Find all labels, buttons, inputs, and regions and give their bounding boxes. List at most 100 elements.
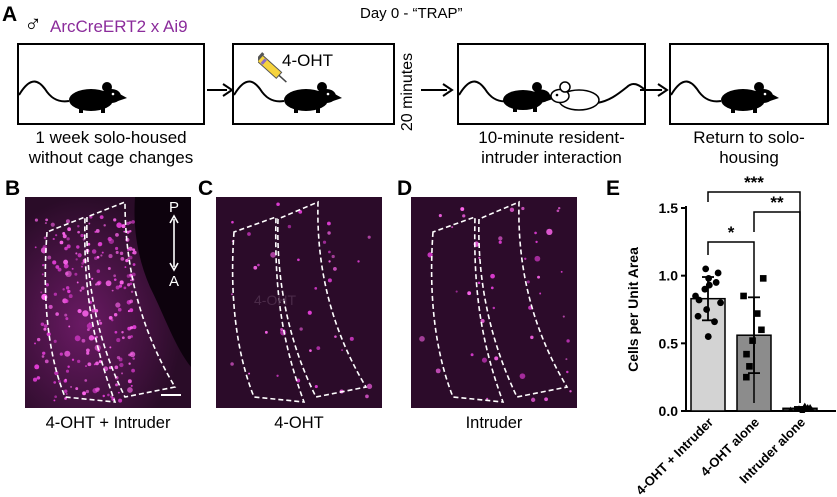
fluorescent-cell — [77, 253, 82, 258]
fluorescent-cell — [102, 394, 105, 398]
fluorescent-cell — [451, 226, 454, 229]
step-box-return — [669, 43, 829, 125]
fluorescent-cell — [562, 315, 565, 318]
fluorescent-cell — [276, 202, 280, 207]
fluorescent-cell — [127, 387, 133, 393]
fluorescent-cell — [467, 291, 472, 296]
step-caption-resident-intruder: 10-minute resident- intruder interaction — [449, 128, 654, 168]
data-point — [712, 279, 720, 286]
fluorescent-cell — [486, 397, 489, 400]
fluorescent-cell — [128, 221, 132, 224]
fluorescent-cell — [118, 398, 123, 403]
fluorescent-cell — [477, 281, 481, 285]
fluorescent-cell — [95, 387, 100, 392]
fluorescent-cell — [111, 318, 114, 322]
fluorescent-cell — [59, 352, 63, 356]
fluorescent-cell — [52, 237, 55, 241]
fluorescent-cell — [131, 368, 135, 373]
fluorescent-cell — [114, 330, 118, 334]
fluorescent-cell — [130, 335, 133, 338]
fluorescent-cell — [64, 313, 68, 317]
micrograph-4oht: 4-OHT — [216, 197, 382, 408]
step-caption-solo-housed: 1 week solo-housed without cage changes — [8, 128, 214, 168]
fluorescent-cell — [108, 238, 115, 244]
fluorescent-cell — [121, 331, 124, 334]
fluorescent-cell — [129, 282, 133, 286]
fluorescent-cell — [94, 256, 98, 260]
fluorescent-cell — [132, 325, 137, 330]
fluorescent-cell — [65, 317, 69, 321]
fluorescent-cell — [366, 383, 373, 390]
fluorescent-cell — [460, 207, 465, 211]
fluorescent-cell — [299, 327, 303, 331]
fluorescent-cell — [117, 391, 120, 394]
fluorescent-cell — [123, 286, 127, 290]
fluorescent-cell — [68, 325, 71, 328]
fluorescent-cell — [307, 310, 312, 315]
fluorescent-cell — [462, 214, 466, 218]
fluorescent-cell — [36, 376, 41, 380]
fluorescent-cell — [519, 373, 526, 380]
fluorescent-cell — [108, 315, 113, 320]
fluorescent-cell — [490, 286, 494, 290]
data-point — [803, 406, 810, 412]
fluorescent-cell — [117, 307, 122, 312]
data-point — [753, 310, 761, 317]
fluorescent-cell — [298, 209, 303, 214]
fluorescent-cell — [331, 254, 335, 259]
fluorescent-cell — [125, 258, 129, 263]
fluorescent-cell — [115, 285, 120, 290]
micrograph-4oht-intruder: P A — [25, 197, 191, 408]
fluorescent-cell — [367, 235, 371, 239]
fluorescent-cell — [113, 278, 117, 281]
arrow-right-icon — [421, 83, 454, 97]
micrograph-image — [411, 197, 577, 408]
step-caption-return: Return to solo- housing — [669, 128, 829, 168]
fluorescent-cell — [558, 206, 561, 210]
fluorescent-cell — [34, 218, 39, 222]
data-point — [717, 299, 724, 307]
fluorescent-cell — [121, 336, 125, 340]
data-point — [705, 281, 713, 289]
syringe-icon — [258, 52, 287, 83]
data-point — [787, 406, 794, 412]
fluorescent-cell — [88, 335, 95, 341]
fluorescent-cell — [41, 355, 45, 358]
fluorescent-cell — [128, 353, 131, 357]
fluorescent-cell — [534, 231, 537, 235]
panel-a-title: Day 0 - “TRAP” — [360, 5, 463, 22]
mouse-icon — [18, 80, 127, 113]
fluorescent-cell — [530, 397, 536, 402]
step-box-4oht: 4-OHT — [232, 43, 395, 125]
fluorescent-cell — [63, 259, 69, 265]
fluorescent-cell — [77, 308, 82, 314]
fluorescent-cell — [32, 377, 38, 382]
fluorescent-cell — [524, 257, 527, 260]
x-tick-label: 4-OHT + Intruder — [633, 415, 716, 497]
fluorescent-cell — [333, 267, 337, 271]
data-point — [702, 265, 710, 273]
fluorescent-cell — [118, 284, 123, 288]
bracket-line — [707, 241, 755, 403]
fluorescent-cell — [521, 206, 525, 211]
data-point — [703, 306, 711, 313]
fluorescent-cell — [490, 273, 495, 279]
fluorescent-cell — [64, 246, 68, 251]
fluorescent-cell — [349, 336, 354, 341]
fluorescent-cell — [509, 207, 515, 213]
fluorescent-cell — [96, 255, 100, 259]
fluorescent-cell — [130, 384, 133, 387]
fluorescent-cell — [248, 372, 251, 375]
fluorescent-cell — [103, 224, 106, 227]
fluorescent-cell — [334, 335, 337, 338]
fluorescent-cell — [67, 289, 71, 294]
fluorescent-cell — [80, 265, 83, 268]
fluorescent-cell — [82, 310, 89, 317]
fluorescent-cell — [71, 267, 74, 270]
fluorescent-cell — [296, 378, 301, 383]
fluorescent-cell — [75, 258, 78, 261]
fluorescent-cell — [71, 358, 75, 361]
fluorescent-cell — [119, 362, 124, 368]
fluorescent-cell — [54, 395, 57, 399]
fluorescent-cell — [54, 371, 59, 376]
